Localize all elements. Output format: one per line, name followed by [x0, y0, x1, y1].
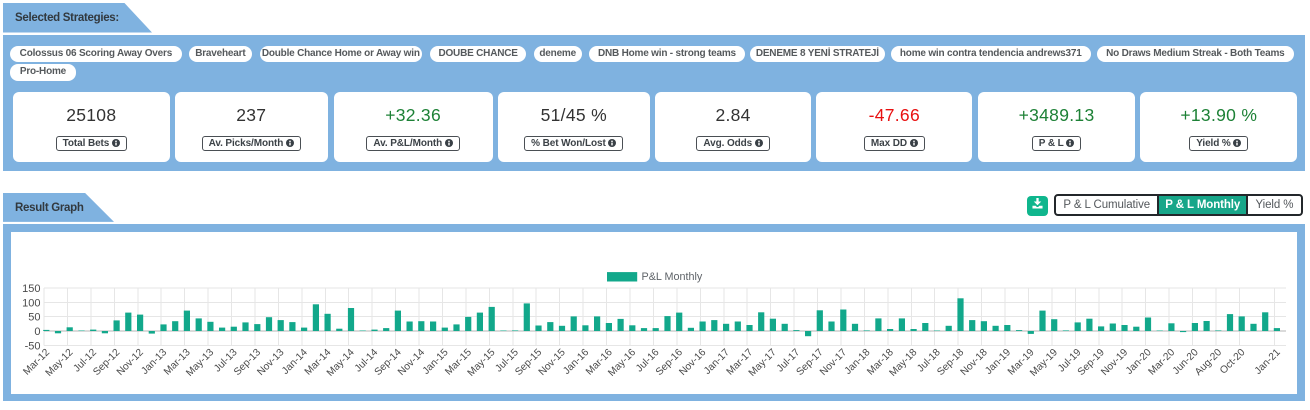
svg-text:Jan-21: Jan-21 [1253, 347, 1283, 377]
svg-text:Nov-12: Nov-12 [115, 347, 146, 378]
svg-text:Aug-20: Aug-20 [1193, 347, 1224, 378]
svg-text:Nov-14: Nov-14 [396, 347, 427, 378]
svg-text:Nov-19: Nov-19 [1099, 347, 1130, 378]
svg-text:Nov-16: Nov-16 [677, 347, 708, 378]
svg-text:0: 0 [34, 326, 40, 338]
svg-text:Mar-20: Mar-20 [1147, 347, 1178, 378]
svg-text:Nov-18: Nov-18 [959, 347, 990, 378]
svg-text:Nov-17: Nov-17 [818, 347, 849, 378]
svg-text:Oct-20: Oct-20 [1218, 347, 1248, 377]
svg-text:100: 100 [22, 297, 40, 309]
svg-text:-50: -50 [25, 340, 41, 352]
svg-text:Nov-15: Nov-15 [537, 347, 568, 378]
svg-text:150: 150 [22, 283, 40, 295]
svg-text:P&L Monthly: P&L Monthly [642, 271, 703, 283]
svg-text:50: 50 [28, 312, 40, 324]
svg-text:Nov-13: Nov-13 [256, 347, 287, 378]
